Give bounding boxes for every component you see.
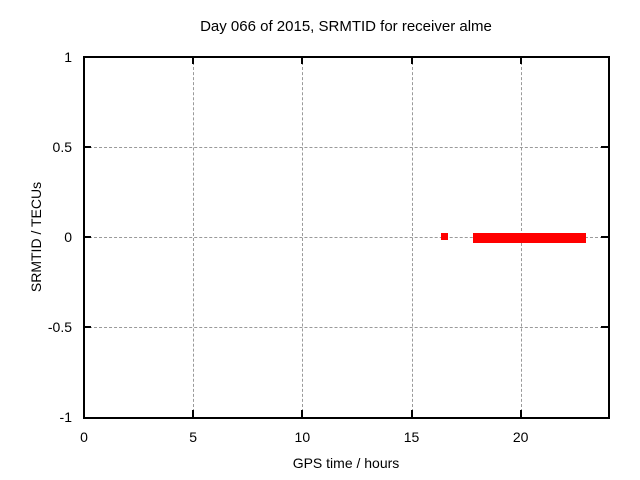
tick-y-left xyxy=(84,146,91,148)
tick-x-top xyxy=(519,57,522,64)
y-tick-label: 0 xyxy=(64,229,72,245)
tick-x-top xyxy=(301,57,304,64)
gridline-y-0 xyxy=(84,237,608,238)
tick-y-left xyxy=(84,236,91,238)
tick-x-bottom xyxy=(519,410,522,417)
x-tick-label: 0 xyxy=(80,429,88,445)
x-tick-label: 15 xyxy=(403,429,420,445)
tick-y-right xyxy=(601,236,608,238)
x-axis-label: GPS time / hours xyxy=(292,455,400,471)
x-tick-label: 10 xyxy=(294,429,311,445)
gridline-y--0.5 xyxy=(84,327,608,328)
y-tick-label: 0.5 xyxy=(52,139,72,155)
y-tick-label: 1 xyxy=(64,49,72,65)
tick-y-right xyxy=(601,326,608,328)
tick-y-right xyxy=(601,146,608,148)
data-point xyxy=(440,233,448,240)
tick-x-bottom xyxy=(301,410,304,417)
y-tick-label: -0.5 xyxy=(47,319,72,335)
data-segment xyxy=(472,233,587,243)
x-tick-label: 5 xyxy=(189,429,198,445)
tick-x-top xyxy=(410,57,413,64)
tick-x-bottom xyxy=(410,410,413,417)
chart-title: Day 066 of 2015, SRMTID for receiver alm… xyxy=(200,18,492,35)
tick-x-bottom xyxy=(192,410,195,417)
tick-y-left xyxy=(84,326,91,328)
x-tick-label: 20 xyxy=(512,429,529,445)
gridline-y-0.5 xyxy=(84,147,608,148)
y-tick-label: -1 xyxy=(59,409,72,425)
tick-x-top xyxy=(192,57,195,64)
